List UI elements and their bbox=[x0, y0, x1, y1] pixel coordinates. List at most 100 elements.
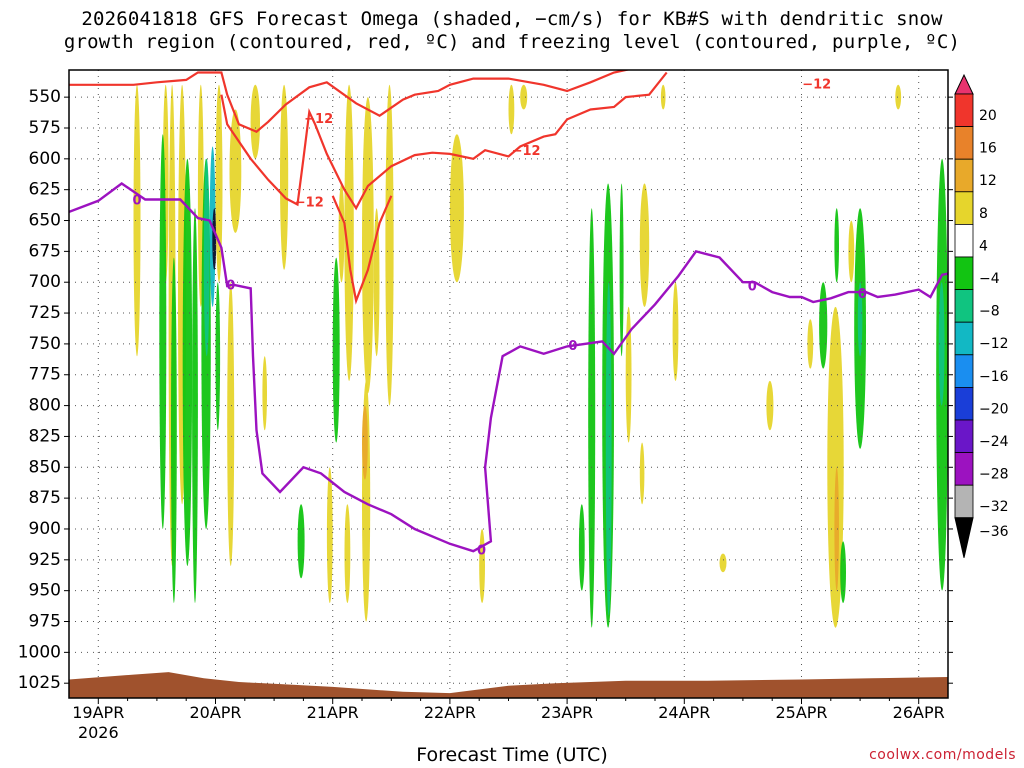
freezing-label: 0 bbox=[748, 280, 757, 295]
omega-shade-orange-50 bbox=[834, 467, 839, 591]
colorbar-swatch bbox=[954, 191, 974, 225]
omega-shade-teal-55 bbox=[857, 282, 863, 357]
omega-shade-dark-12 bbox=[212, 208, 217, 270]
colorbar-swatch bbox=[954, 126, 974, 160]
x-tick-label: 20APR bbox=[189, 703, 241, 722]
x-year-label: 2026 bbox=[78, 723, 119, 742]
colorbar-arrow-bottom bbox=[954, 517, 974, 558]
omega-shade-green-22 bbox=[332, 257, 340, 443]
colorbar-swatch bbox=[954, 419, 974, 453]
colorbar-swatch bbox=[954, 452, 974, 486]
freezing-label: 0 bbox=[568, 339, 577, 354]
x-tick-label: 25APR bbox=[775, 703, 827, 722]
y-tick-label: 800 bbox=[29, 396, 61, 416]
colorbar-label: −8 bbox=[979, 304, 1000, 320]
y-tick-label: 550 bbox=[29, 87, 61, 107]
colorbar-label: −24 bbox=[979, 434, 1009, 450]
y-tick-label: 825 bbox=[29, 426, 61, 446]
y-tick-label: 650 bbox=[29, 211, 61, 231]
dgz-label: −12 bbox=[512, 144, 541, 159]
dgz-notch-contour bbox=[331, 195, 393, 305]
omega-shade-yellow-33 bbox=[508, 84, 515, 135]
y-tick-label: 575 bbox=[29, 118, 61, 138]
omega-shade-green-2 bbox=[159, 134, 167, 529]
omega-shade-green-36 bbox=[588, 208, 596, 628]
colorbar-label: 8 bbox=[979, 206, 988, 222]
omega-shade-teal-58 bbox=[938, 282, 945, 406]
omega-shade-yellow-44 bbox=[672, 282, 679, 381]
colorbar-label: 12 bbox=[979, 173, 997, 189]
y-tick-label: 925 bbox=[29, 550, 61, 570]
omega-colorbar: 20 16 12 8 4 −4 −8 −12 −16 −20 −24 −28 −32 −36 bbox=[954, 73, 1009, 558]
omega-shade-yellow-40 bbox=[625, 306, 632, 443]
omega-shade-green-20 bbox=[297, 504, 305, 579]
colorbar-label: −32 bbox=[979, 499, 1009, 515]
omega-shade-yellow-18 bbox=[262, 356, 268, 431]
y-tick-label: 625 bbox=[29, 180, 61, 200]
freezing-label: 0 bbox=[477, 544, 486, 559]
contour-layer: −12 −12 −12 −12 0 0 0 0 0 0 bbox=[69, 70, 948, 698]
omega-shade-teal-10 bbox=[203, 158, 210, 357]
freezing-level-contour bbox=[69, 182, 948, 553]
chart-title-line1: 2026041818 GFS Forecast Omega (shaded, −… bbox=[81, 8, 943, 30]
dgz-label: −12 bbox=[295, 196, 324, 211]
omega-shading-layer bbox=[133, 84, 948, 628]
omega-shade-green-14 bbox=[215, 282, 221, 431]
dgz-upper-contour bbox=[69, 70, 631, 133]
x-axis-title: Forecast Time (UTC) bbox=[416, 744, 608, 766]
omega-shade-teal-38 bbox=[605, 282, 612, 616]
colorbar-label: −28 bbox=[979, 467, 1009, 483]
y-tick-label: 775 bbox=[29, 365, 61, 385]
x-tick-label: 24APR bbox=[658, 703, 710, 722]
y-tick-label: 600 bbox=[29, 149, 61, 169]
omega-shade-green-6 bbox=[182, 158, 193, 566]
source-credit: coolwx.com/models bbox=[869, 747, 1016, 763]
freezing-label: 0 bbox=[226, 278, 235, 293]
dgz-label: −12 bbox=[304, 112, 333, 127]
omega-shade-yellow-56 bbox=[895, 84, 902, 110]
y-tick-label: 950 bbox=[29, 581, 61, 601]
omega-shade-yellow-31 bbox=[449, 134, 464, 283]
omega-shade-green-48 bbox=[819, 282, 828, 369]
colorbar-label: −36 bbox=[979, 524, 1009, 540]
colorbar-label: 4 bbox=[979, 238, 988, 254]
colorbar-swatch bbox=[954, 223, 974, 258]
colorbar-label: −4 bbox=[979, 271, 1000, 287]
freezing-label: 0 bbox=[132, 193, 141, 208]
omega-shade-green-4 bbox=[171, 257, 177, 603]
y-tick-label: 875 bbox=[29, 488, 61, 508]
ground-surface bbox=[69, 672, 948, 698]
colorbar-label: −16 bbox=[979, 369, 1009, 385]
omega-shade-orange-28 bbox=[362, 405, 368, 480]
omega-shade-green-51 bbox=[834, 208, 839, 283]
omega-shade-yellow-21 bbox=[326, 467, 333, 603]
colorbar-swatch bbox=[954, 484, 974, 519]
colorbar-label: 16 bbox=[979, 141, 997, 157]
omega-shade-yellow-19 bbox=[280, 84, 289, 270]
omega-shade-yellow-47 bbox=[807, 319, 814, 369]
omega-shade-yellow-17 bbox=[250, 84, 260, 159]
colorbar-label: 20 bbox=[979, 108, 997, 124]
omega-shade-yellow-42 bbox=[639, 442, 645, 505]
colorbar-swatch bbox=[954, 354, 974, 388]
x-tick-label: 23APR bbox=[541, 703, 593, 722]
y-tick-label: 700 bbox=[29, 272, 61, 292]
omega-shade-yellow-49 bbox=[827, 306, 844, 628]
omega-shade-yellow-45 bbox=[719, 553, 727, 573]
x-tick-label: 26APR bbox=[893, 703, 945, 722]
x-tick-label: 22APR bbox=[424, 703, 476, 722]
omega-shade-yellow-30 bbox=[385, 84, 394, 406]
axes-layer: 550 575 600 625 650 675 700 725 750 775 800 825 850 8… bbox=[18, 69, 953, 742]
colorbar-label: −20 bbox=[979, 401, 1009, 417]
omega-shade-yellow-23 bbox=[338, 183, 345, 283]
freezing-label: 0 bbox=[858, 287, 867, 302]
omega-shade-yellow-32 bbox=[479, 529, 485, 603]
omega-shade-green-39 bbox=[619, 183, 624, 357]
y-tick-label: 900 bbox=[29, 519, 61, 539]
colorbar-swatch bbox=[954, 321, 974, 356]
omega-shade-yellow-13 bbox=[215, 84, 223, 283]
omega-shade-yellow-0 bbox=[133, 84, 141, 357]
colorbar-swatch bbox=[954, 256, 974, 290]
y-tick-label: 725 bbox=[29, 303, 61, 323]
